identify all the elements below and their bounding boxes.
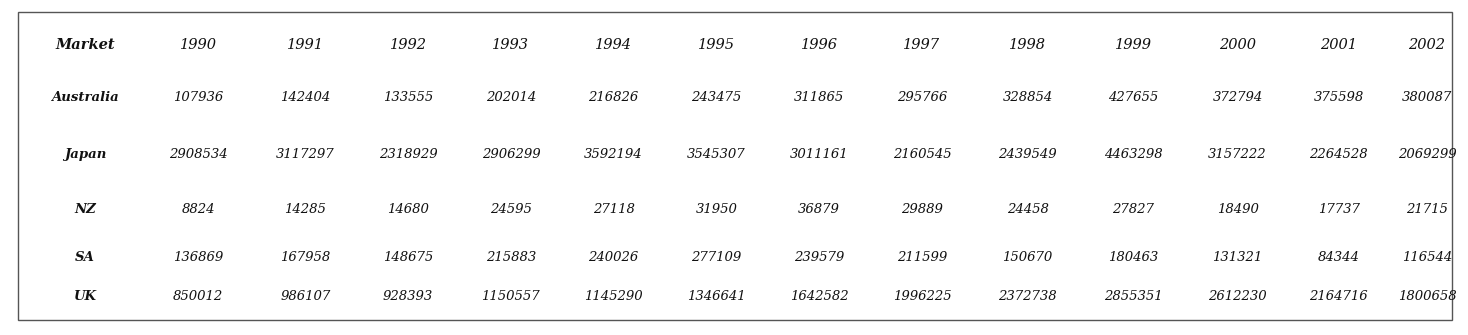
Text: Australia: Australia xyxy=(51,91,119,104)
Text: 27827: 27827 xyxy=(1113,203,1154,216)
Text: 2000: 2000 xyxy=(1218,38,1257,52)
Text: Japan: Japan xyxy=(65,148,106,160)
Text: 277109: 277109 xyxy=(691,252,741,264)
Text: SA: SA xyxy=(75,252,95,264)
Text: 2855351: 2855351 xyxy=(1104,290,1163,303)
Text: 1995: 1995 xyxy=(697,38,735,52)
Text: 2069299: 2069299 xyxy=(1398,148,1456,160)
Text: 133555: 133555 xyxy=(383,91,433,104)
Text: 148675: 148675 xyxy=(383,252,433,264)
Text: 1999: 1999 xyxy=(1114,38,1152,52)
Text: 1990: 1990 xyxy=(179,38,217,52)
Text: 1994: 1994 xyxy=(595,38,633,52)
Text: 240026: 240026 xyxy=(589,252,639,264)
Text: Market: Market xyxy=(56,38,115,52)
Text: 311865: 311865 xyxy=(794,91,844,104)
Text: 380087: 380087 xyxy=(1402,91,1452,104)
Text: 116544: 116544 xyxy=(1402,252,1452,264)
Text: 136869: 136869 xyxy=(173,252,223,264)
Text: 1998: 1998 xyxy=(1009,38,1047,52)
Text: UK: UK xyxy=(73,290,97,303)
Text: 24458: 24458 xyxy=(1007,203,1048,216)
Text: 295766: 295766 xyxy=(897,91,947,104)
Text: 216826: 216826 xyxy=(589,91,639,104)
Text: 24595: 24595 xyxy=(490,203,531,216)
Text: 1642582: 1642582 xyxy=(790,290,849,303)
Text: 84344: 84344 xyxy=(1318,252,1359,264)
Text: 2002: 2002 xyxy=(1408,38,1446,52)
Text: 29889: 29889 xyxy=(901,203,942,216)
Text: 14285: 14285 xyxy=(285,203,326,216)
Text: 850012: 850012 xyxy=(173,290,223,303)
Text: 1346641: 1346641 xyxy=(687,290,746,303)
Text: 3157222: 3157222 xyxy=(1208,148,1267,160)
Text: 372794: 372794 xyxy=(1213,91,1262,104)
Text: 243475: 243475 xyxy=(691,91,741,104)
Text: 2372738: 2372738 xyxy=(998,290,1057,303)
Text: 180463: 180463 xyxy=(1108,252,1158,264)
Text: 142404: 142404 xyxy=(280,91,330,104)
Text: 202014: 202014 xyxy=(486,91,536,104)
Text: 1145290: 1145290 xyxy=(584,290,643,303)
Text: 986107: 986107 xyxy=(280,290,330,303)
Text: 2264528: 2264528 xyxy=(1309,148,1368,160)
Text: 1993: 1993 xyxy=(492,38,530,52)
Text: 2164716: 2164716 xyxy=(1309,290,1368,303)
Text: 215883: 215883 xyxy=(486,252,536,264)
Text: 4463298: 4463298 xyxy=(1104,148,1163,160)
Text: 27118: 27118 xyxy=(593,203,634,216)
Text: 3011161: 3011161 xyxy=(790,148,849,160)
Text: 2439549: 2439549 xyxy=(998,148,1057,160)
Text: 2160545: 2160545 xyxy=(893,148,951,160)
Text: 3117297: 3117297 xyxy=(276,148,335,160)
Text: 375598: 375598 xyxy=(1314,91,1364,104)
Text: 2906299: 2906299 xyxy=(482,148,540,160)
Text: 2612230: 2612230 xyxy=(1208,290,1267,303)
Text: 3545307: 3545307 xyxy=(687,148,746,160)
Text: 107936: 107936 xyxy=(173,91,223,104)
Text: 928393: 928393 xyxy=(383,290,433,303)
Text: 1996: 1996 xyxy=(800,38,838,52)
Text: 14680: 14680 xyxy=(388,203,429,216)
Text: 3592194: 3592194 xyxy=(584,148,643,160)
Text: 1800658: 1800658 xyxy=(1398,290,1456,303)
Text: 2001: 2001 xyxy=(1320,38,1358,52)
Text: 18490: 18490 xyxy=(1217,203,1258,216)
Text: NZ: NZ xyxy=(75,203,95,216)
Text: 1997: 1997 xyxy=(903,38,941,52)
Text: 239579: 239579 xyxy=(794,252,844,264)
Text: 31950: 31950 xyxy=(696,203,737,216)
Text: 21715: 21715 xyxy=(1406,203,1447,216)
Text: 1991: 1991 xyxy=(286,38,324,52)
Text: 2318929: 2318929 xyxy=(379,148,437,160)
Text: 167958: 167958 xyxy=(280,252,330,264)
Text: 328854: 328854 xyxy=(1003,91,1053,104)
Text: 427655: 427655 xyxy=(1108,91,1158,104)
Text: 131321: 131321 xyxy=(1213,252,1262,264)
Text: 2908534: 2908534 xyxy=(169,148,228,160)
Text: 36879: 36879 xyxy=(799,203,840,216)
Text: 1150557: 1150557 xyxy=(482,290,540,303)
Text: 8824: 8824 xyxy=(182,203,214,216)
Text: 17737: 17737 xyxy=(1318,203,1359,216)
FancyBboxPatch shape xyxy=(18,12,1452,320)
Text: 150670: 150670 xyxy=(1003,252,1053,264)
Text: 1992: 1992 xyxy=(389,38,427,52)
Text: 1996225: 1996225 xyxy=(893,290,951,303)
Text: 211599: 211599 xyxy=(897,252,947,264)
